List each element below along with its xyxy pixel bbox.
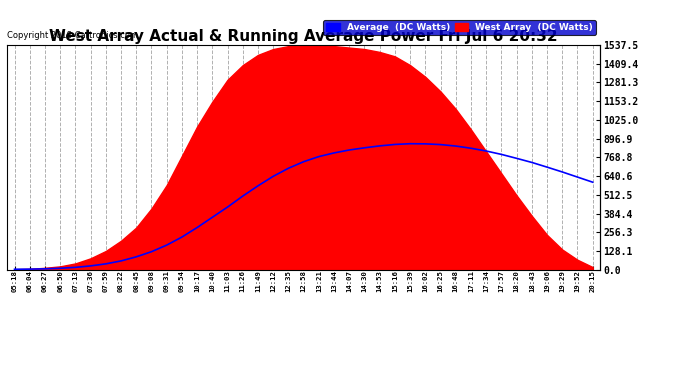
Text: Copyright 2018 Cartronics.com: Copyright 2018 Cartronics.com	[7, 32, 138, 40]
Legend: Average  (DC Watts), West Array  (DC Watts): Average (DC Watts), West Array (DC Watts…	[324, 20, 595, 34]
Title: West Array Actual & Running Average Power Fri Jul 6 20:32: West Array Actual & Running Average Powe…	[49, 29, 558, 44]
